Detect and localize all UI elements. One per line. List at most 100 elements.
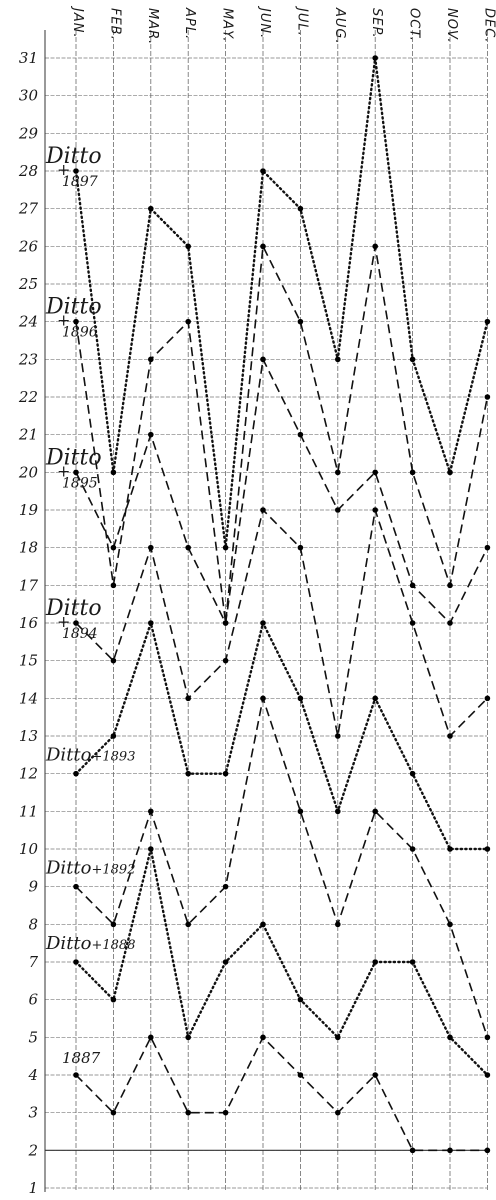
y-tick-label: 2	[27, 1141, 38, 1159]
data-point	[484, 1147, 491, 1154]
data-point	[297, 1072, 304, 1078]
data-point	[484, 1072, 491, 1078]
data-point	[148, 846, 154, 852]
month-labels: JAN. FEB. MAR. APL. MAY. JUN. JUL. AUG. SEP. OCT.…	[70, 5, 496, 45]
series-label-plus: +	[57, 311, 70, 330]
data-point	[335, 921, 341, 928]
data-point	[73, 959, 79, 965]
y-tick-label: 25	[18, 275, 38, 293]
axes	[44, 30, 487, 1192]
data-point	[73, 1072, 79, 1078]
data-point	[409, 959, 416, 965]
series-lines	[74, 56, 489, 1152]
data-point	[484, 544, 491, 551]
series-line	[74, 621, 489, 851]
month-label: JUL.	[294, 5, 309, 37]
y-tick-label: 5	[28, 1028, 38, 1046]
y-tick-label: 1	[28, 1179, 38, 1197]
data-point	[409, 356, 416, 363]
series-line	[74, 56, 489, 549]
month-label: DEC.	[481, 8, 496, 43]
month-label: NOV.	[444, 8, 459, 44]
y-tick-label: 24	[18, 313, 38, 331]
y-tick-label: 28	[18, 162, 38, 180]
data-point	[148, 431, 154, 438]
series-label: Ditto	[45, 596, 102, 621]
data-point	[447, 620, 453, 626]
y-tick-label: 12	[19, 765, 38, 783]
data-point	[335, 356, 341, 363]
data-point	[110, 921, 117, 928]
series-points	[73, 55, 491, 1154]
data-point	[409, 582, 416, 589]
data-point	[409, 1147, 416, 1154]
y-tick-label: 19	[19, 501, 39, 519]
data-point	[297, 808, 304, 815]
month-label: MAY.	[220, 8, 235, 43]
data-point	[260, 243, 266, 250]
data-point	[447, 846, 453, 852]
data-point	[447, 582, 453, 589]
data-point	[222, 883, 229, 890]
data-point	[297, 695, 304, 702]
data-point	[110, 733, 117, 739]
month-label: MAR.	[145, 8, 160, 45]
month-label: FEB.	[107, 8, 122, 41]
month-label: AUG.	[332, 7, 347, 45]
data-point	[222, 1109, 229, 1116]
y-tick-label: 23	[18, 350, 38, 368]
data-point	[409, 469, 416, 476]
data-point	[372, 507, 379, 513]
data-point	[484, 695, 491, 702]
data-point	[110, 996, 117, 1003]
month-label: OCT.	[407, 8, 422, 42]
y-tick-label: 3	[28, 1104, 38, 1122]
data-point	[148, 620, 154, 626]
y-tick-label: 7	[28, 953, 38, 971]
data-point	[148, 544, 154, 551]
y-tick-label: 9	[28, 878, 38, 896]
data-point	[335, 808, 341, 815]
y-tick-label: 30	[19, 87, 39, 105]
y-tick-label: 22	[18, 388, 38, 406]
series-label-year: 1894	[62, 626, 98, 642]
data-point	[260, 168, 266, 174]
series-label-plus: +	[57, 612, 70, 631]
series-labels: Ditto+1897Ditto+1896Ditto+1895Ditto+1894…	[45, 144, 135, 1067]
y-tick-label: 6	[28, 991, 38, 1009]
y-tick-label: 29	[18, 124, 39, 142]
data-point	[148, 356, 154, 363]
data-point	[372, 469, 379, 476]
data-point	[335, 1034, 341, 1041]
data-point	[409, 770, 416, 777]
data-point	[185, 770, 191, 777]
data-point	[110, 1109, 117, 1116]
data-point	[335, 469, 341, 476]
data-point	[260, 356, 266, 363]
data-point	[484, 1034, 491, 1041]
data-point	[222, 959, 229, 965]
data-point	[148, 808, 154, 815]
series-line	[75, 1036, 488, 1152]
series-label-year: 1895	[62, 475, 98, 491]
data-point	[335, 733, 341, 739]
y-tick-label: 17	[19, 576, 39, 594]
series-line	[75, 358, 489, 624]
data-point	[484, 394, 491, 400]
y-tick-label: 13	[19, 727, 38, 745]
data-point	[372, 808, 379, 815]
y-tick-label: 4	[27, 1066, 38, 1084]
data-point	[148, 205, 154, 212]
series-label: Ditto	[45, 295, 102, 320]
series-label: 1887	[62, 1049, 101, 1067]
data-point	[110, 469, 117, 476]
y-tick-labels: 1234567891011121314151617181920212223242…	[18, 49, 39, 1197]
data-point	[409, 846, 416, 852]
data-point	[447, 1034, 453, 1041]
data-point	[185, 318, 191, 325]
month-label: JAN.	[70, 5, 85, 39]
y-tick-label: 11	[19, 802, 38, 820]
data-point	[447, 733, 453, 739]
